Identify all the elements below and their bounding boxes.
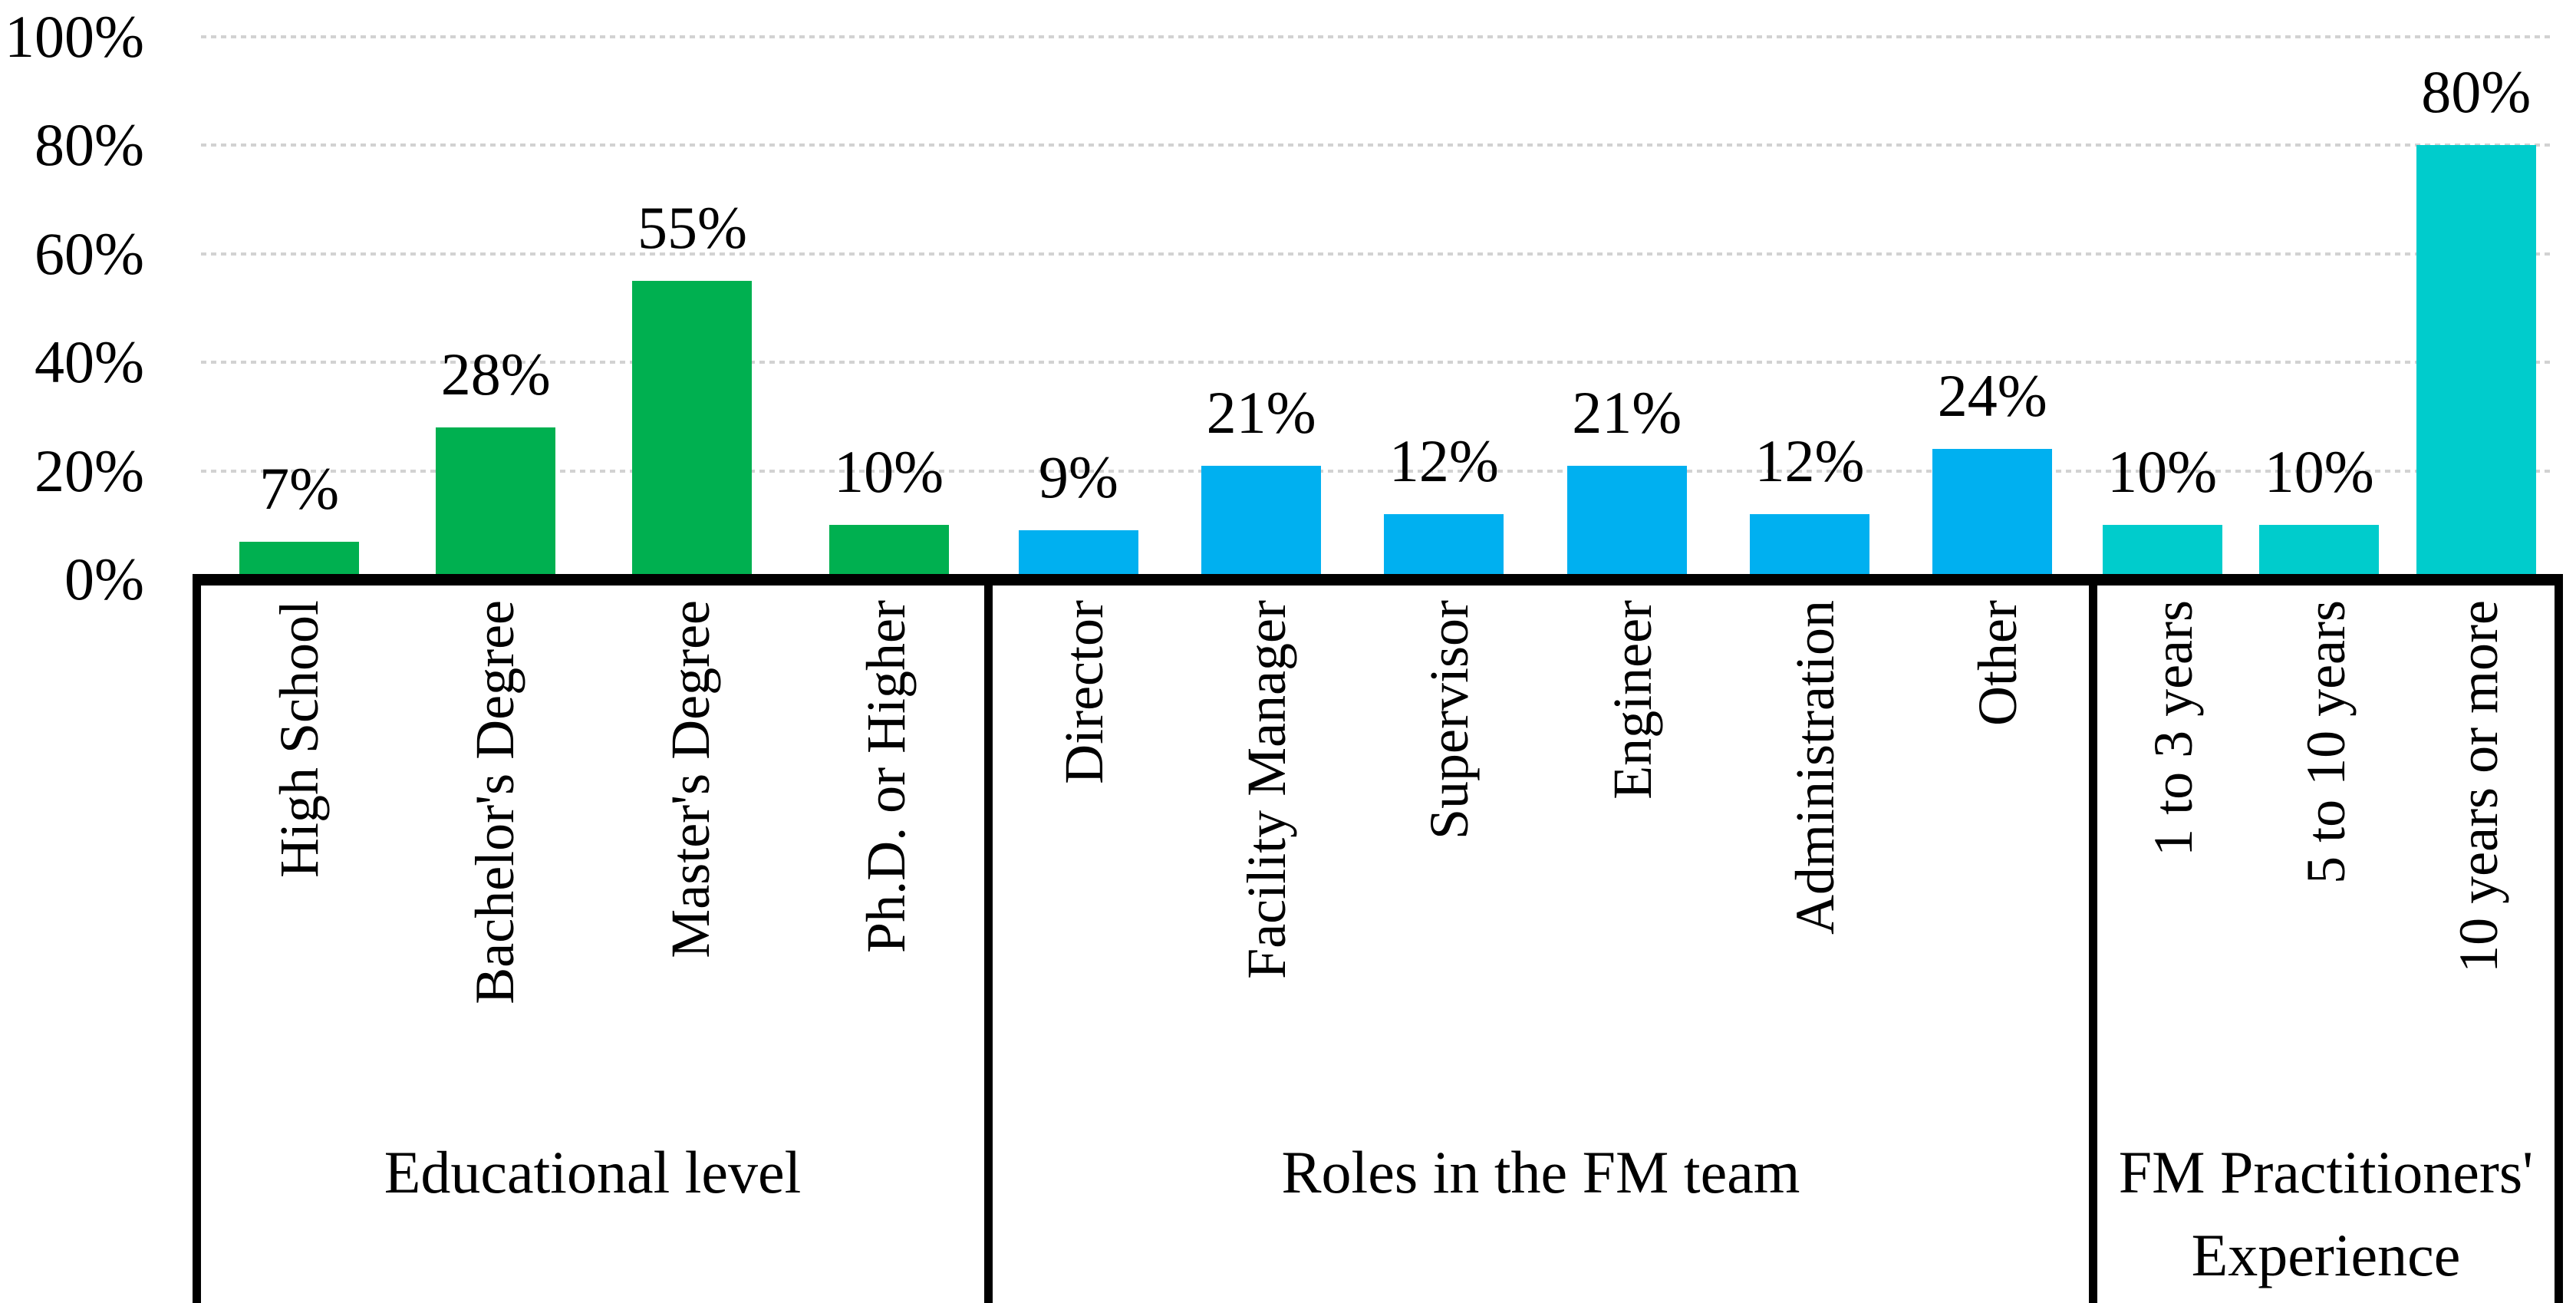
- category-label-row: Director Facility Manager Supervisor Engine…: [993, 600, 2089, 1091]
- bar-group: 9% 21% 12% 21% 12% 24%: [987, 37, 2084, 579]
- category-label: Master's Degree: [660, 600, 722, 958]
- bar-group: 7% 28% 55% 10%: [201, 37, 987, 579]
- category-label-cell: Bachelor's Degree: [397, 600, 592, 1091]
- bar-slot: 21%: [1536, 37, 1718, 579]
- bar: [828, 525, 949, 579]
- bar-slot: 10%: [791, 37, 987, 579]
- bar: [1932, 449, 2053, 579]
- category-label-cell: Ph.D. or Higher: [789, 600, 984, 1091]
- gridline: [201, 469, 2555, 473]
- bar-slot: 9%: [987, 37, 1170, 579]
- category-label: Director: [1053, 600, 1115, 784]
- bar-value-label: 12%: [1754, 427, 1865, 495]
- category-label: Administration: [1784, 600, 1846, 935]
- bar-value-label: 10%: [834, 438, 944, 506]
- bar: [239, 541, 360, 579]
- category-label-row: 1 to 3 years 5 to 10 years 10 years or mor…: [2097, 600, 2555, 1091]
- category-label-cell: 5 to 10 years: [2250, 600, 2403, 1091]
- bar: [632, 281, 753, 579]
- category-label-cell: Engineer: [1541, 600, 1724, 1091]
- y-axis-tick-label: 80%: [35, 111, 144, 179]
- bar-slot: 12%: [1352, 37, 1535, 579]
- plot-area: 7% 28% 55% 10% 9% 21% 12% 21% 12% 24% 10% 10% 80%: [201, 37, 2555, 579]
- bar-slot: 7%: [201, 37, 397, 579]
- group-title: Educational level: [201, 1131, 984, 1214]
- category-label-cell: 10 years or more: [2402, 600, 2555, 1091]
- category-label-cell: Administration: [1724, 600, 1906, 1091]
- category-label: Other: [1966, 600, 2028, 726]
- group-title-line: FM Practitioners': [2118, 1139, 2534, 1206]
- gridline: [201, 35, 2555, 38]
- bar-value-label: 21%: [1572, 378, 1682, 446]
- bar: [1018, 530, 1138, 579]
- category-label: High School: [268, 600, 330, 879]
- category-label: Engineer: [1601, 600, 1663, 800]
- group-title-line: Educational level: [384, 1139, 802, 1206]
- bar-slot: 12%: [1718, 37, 1901, 579]
- category-label-cell: 1 to 3 years: [2097, 600, 2250, 1091]
- group-title: Roles in the FM team: [993, 1131, 2089, 1214]
- x-axis-line: [193, 574, 2563, 586]
- category-label-cell: Facility Manager: [1175, 600, 1358, 1091]
- gridline: [201, 143, 2555, 147]
- bar-value-label: 80%: [2421, 58, 2532, 126]
- y-axis-tick-label: 100%: [5, 3, 144, 70]
- bar-value-label: 21%: [1206, 378, 1316, 446]
- bar-value-label: 28%: [440, 341, 551, 408]
- bar-slot: 10%: [2084, 37, 2241, 579]
- category-label: Bachelor's Degree: [463, 600, 525, 1004]
- category-label-cell: Supervisor: [1358, 600, 1540, 1091]
- bar: [1749, 514, 1869, 579]
- bar: [2259, 525, 2380, 579]
- category-boxes: High School Bachelor's Degree Master's Deg…: [193, 583, 2563, 1303]
- category-label-row: High School Bachelor's Degree Master's Deg…: [201, 600, 984, 1091]
- category-label-cell: Director: [993, 600, 1175, 1091]
- bar: [1384, 514, 1504, 579]
- group-title: FM Practitioners' Experience: [2097, 1131, 2555, 1296]
- group-title-line: Roles in the FM team: [1281, 1139, 1800, 1206]
- y-axis-tick-label: 0%: [64, 546, 144, 612]
- bar-value-label: 10%: [2264, 438, 2374, 506]
- category-label-cell: High School: [201, 600, 397, 1091]
- group-box: 1 to 3 years 5 to 10 years 10 years or mor…: [2088, 583, 2563, 1303]
- bar-slot: 80%: [2397, 37, 2555, 579]
- gridline: [201, 361, 2555, 365]
- bar-value-label: 7%: [259, 454, 340, 522]
- y-axis-tick-label: 40%: [35, 328, 144, 396]
- bar-slot: 24%: [1901, 37, 2084, 579]
- bar: [1566, 465, 1687, 579]
- group-box: High School Bachelor's Degree Master's Deg…: [193, 583, 984, 1303]
- bar-slot: 28%: [397, 37, 594, 579]
- bar: [436, 427, 556, 579]
- category-label: 10 years or more: [2447, 600, 2509, 973]
- y-axis-tick-label: 60%: [35, 219, 144, 287]
- bar-value-label: 10%: [2107, 438, 2218, 506]
- bar-value-label: 55%: [637, 194, 747, 262]
- category-label: 1 to 3 years: [2143, 600, 2205, 856]
- category-label: Ph.D. or Higher: [855, 600, 917, 953]
- category-label: Supervisor: [1418, 600, 1481, 840]
- bar: [1201, 465, 1322, 579]
- bar-slot: 21%: [1170, 37, 1352, 579]
- bar: [2416, 145, 2536, 579]
- category-label: 5 to 10 years: [2294, 600, 2357, 884]
- bar: [2102, 525, 2222, 579]
- bar-value-label: 24%: [1937, 362, 2047, 430]
- bar-slot: 10%: [2241, 37, 2398, 579]
- category-label-cell: Other: [1906, 600, 2089, 1091]
- category-label-cell: Master's Degree: [593, 600, 789, 1091]
- bar-group: 10% 10% 80%: [2084, 37, 2555, 579]
- category-label: Facility Manager: [1236, 600, 1298, 979]
- bar-slot: 55%: [594, 37, 790, 579]
- bar-value-label: 12%: [1388, 427, 1499, 495]
- group-title-line: Experience: [2191, 1221, 2461, 1288]
- y-axis-tick-label: 20%: [35, 437, 144, 504]
- bar-value-label: 9%: [1038, 444, 1118, 511]
- gridline: [201, 252, 2555, 256]
- group-box: Director Facility Manager Supervisor Engine…: [984, 583, 2089, 1303]
